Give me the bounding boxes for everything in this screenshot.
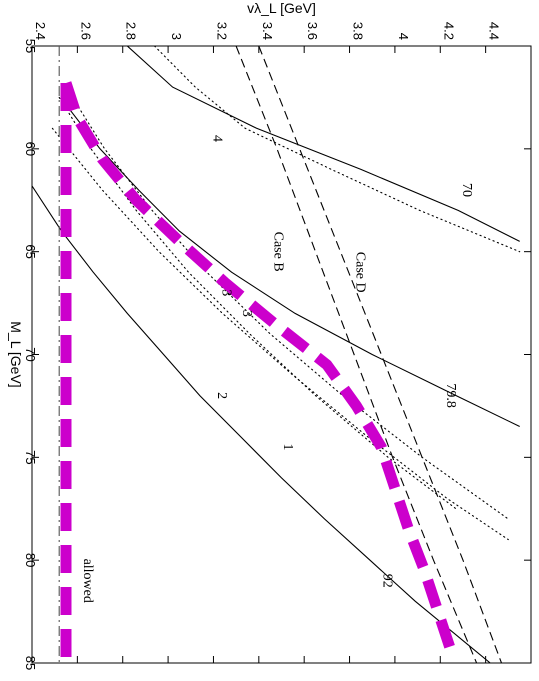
x-tick-label: 55	[23, 39, 38, 53]
x-tick-label: 75	[23, 450, 38, 464]
x-axis-title: M_L [GeV]	[8, 321, 24, 387]
annotation-label: Case D	[352, 252, 367, 293]
curve-79-8	[67, 107, 520, 427]
curve-92	[32, 185, 491, 663]
y-tick-label: 4.4	[487, 22, 502, 40]
curve-70	[126, 46, 520, 242]
y-tick-label: 2.6	[78, 22, 93, 40]
y-tick-label: 3.8	[351, 22, 366, 40]
x-tick-label: 80	[23, 553, 38, 567]
y-tick-label: 3.4	[260, 22, 275, 40]
x-tick-label: 65	[23, 244, 38, 258]
annotation-label: 4	[209, 135, 224, 142]
y-tick-label: 2.4	[33, 22, 48, 40]
annotation-label: 79.8	[443, 383, 458, 408]
y-tick-label: 4.2	[441, 22, 456, 40]
annotations-layer: 70 79.8 92 4 3 3 2 1 Case B Case D allowed	[80, 135, 474, 603]
x-tick-label: 60	[23, 142, 38, 156]
y-tick-label: 3.2	[214, 22, 229, 40]
annotation-label: 92	[380, 574, 395, 588]
curve-4	[153, 46, 521, 253]
annotation-label: 3	[239, 310, 254, 317]
y-axis-title: vλ_L [GeV]	[247, 0, 316, 16]
curve-magenta-10	[60, 81, 457, 655]
curve-1	[51, 127, 509, 541]
curve-3	[65, 86, 509, 520]
y-tick-label: 3.6	[305, 22, 320, 40]
annotation-label: 2	[214, 392, 229, 399]
annotation-label: allowed	[80, 559, 95, 603]
y-tick-label: 2.8	[124, 22, 139, 40]
annotation-label: Case B	[271, 232, 286, 272]
annotation-label: 3	[219, 289, 234, 296]
y-tick-label: 4	[396, 33, 411, 40]
y-tick-label: 3	[169, 33, 184, 40]
curve-case-d	[258, 46, 503, 663]
curves-layer	[32, 46, 521, 663]
x-tick-label: 70	[23, 347, 38, 361]
ticks-layer: 55 60 65 70 75 80 85 2.4 2.6 2.8 3 3.2 3.4 3.6 3.8 4 4.2…	[23, 22, 531, 670]
annotation-label: 1	[280, 444, 295, 451]
annotation-label: 70	[459, 183, 474, 197]
curve-case-b	[235, 46, 478, 663]
x-tick-label: 85	[23, 656, 38, 670]
